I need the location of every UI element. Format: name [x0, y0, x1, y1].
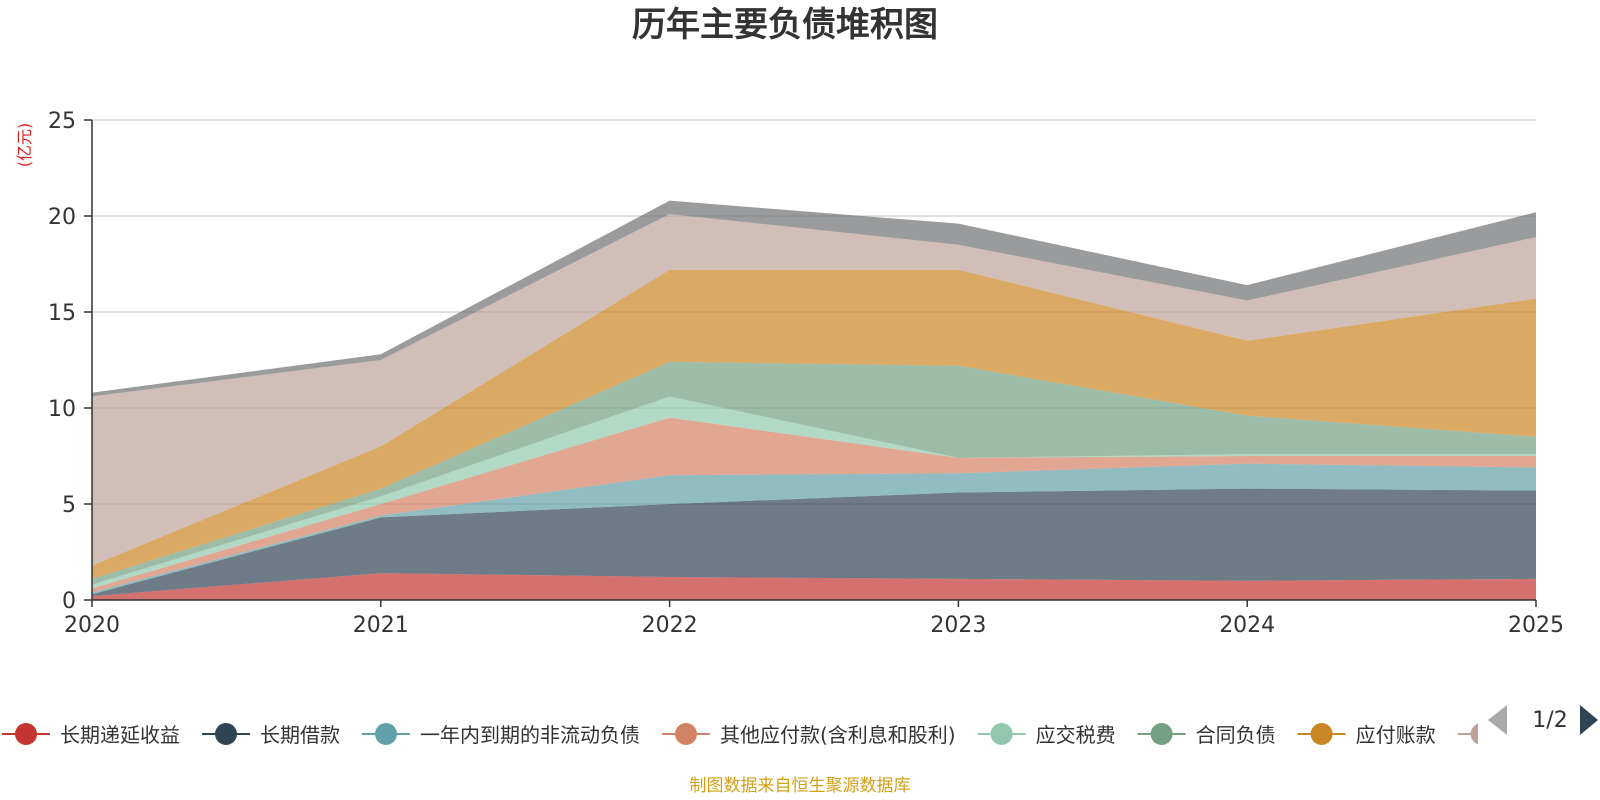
legend[interactable]: 长期递延收益 长期借款 一年内到期的非流动负债 其他应付款(含利息和股利) 应交税费 合同… — [2, 723, 1506, 747]
y-tick-label: 0 — [62, 589, 76, 614]
legend-label: 应付账款 — [1356, 723, 1436, 747]
legend-marker-icon — [1310, 723, 1333, 745]
x-tick-label: 2023 — [930, 613, 986, 638]
y-tick-label: 15 — [48, 301, 76, 326]
x-tick-label: 2024 — [1219, 613, 1275, 638]
legend-label: 其他应付款(含利息和股利) — [720, 723, 956, 747]
area-4[interactable] — [92, 417, 1536, 593]
legend-item-partial[interactable] — [1457, 723, 1506, 745]
legend-item[interactable]: 长期借款 — [202, 723, 340, 747]
legend-prev-icon[interactable] — [1488, 705, 1507, 735]
legend-label: 合同负债 — [1196, 723, 1276, 747]
area-9[interactable] — [92, 200, 1536, 397]
legend-label: 一年内到期的非流动负债 — [420, 723, 640, 747]
x-tick-label: 2022 — [642, 613, 698, 638]
area-2[interactable] — [92, 488, 1536, 597]
legend-page-indicator: 1/2 — [1532, 708, 1567, 733]
legend-marker-icon — [215, 723, 237, 745]
legend-marker-icon — [990, 723, 1013, 745]
area-5[interactable] — [92, 396, 1536, 589]
legend-marker-icon — [375, 723, 397, 745]
legend-item[interactable]: 应付账款 — [1297, 723, 1436, 747]
chart-title: 历年主要负债堆积图 — [632, 5, 938, 45]
area-series — [92, 200, 1536, 600]
area-8[interactable] — [92, 214, 1536, 566]
y-tick-labels: 0 5 10 15 20 25 — [48, 109, 76, 614]
legend-marker-icon — [1470, 723, 1478, 745]
legend-label: 应交税费 — [1036, 723, 1116, 747]
legend-item[interactable]: 一年内到期的非流动负债 — [362, 723, 640, 747]
y-tick-label: 5 — [62, 493, 76, 518]
y-axis-label: (亿元) — [15, 123, 34, 168]
legend-next-icon[interactable] — [1580, 705, 1598, 735]
y-tick-label: 20 — [48, 205, 76, 230]
x-tick-labels: 2020 2021 2022 2023 2024 2025 — [64, 600, 1564, 638]
legend-marker-icon — [15, 723, 37, 745]
x-tick-label: 2025 — [1508, 613, 1564, 638]
legend-pager: 1/2 — [1488, 705, 1598, 735]
x-tick-label: 2021 — [353, 613, 409, 638]
legend-label: 长期借款 — [260, 723, 340, 747]
area-3[interactable] — [92, 463, 1536, 595]
y-tick-label: 10 — [48, 397, 76, 422]
legend-item[interactable]: 合同负债 — [1137, 723, 1276, 747]
legend-item[interactable]: 其他应付款(含利息和股利) — [662, 723, 956, 747]
legend-item[interactable]: 长期递延收益 — [2, 723, 180, 747]
legend-marker-icon — [1150, 723, 1173, 745]
x-tick-label: 2020 — [64, 613, 120, 638]
source-note: 制图数据来自恒生聚源数据库 — [690, 776, 911, 796]
area-1[interactable] — [92, 573, 1536, 600]
legend-label: 长期递延收益 — [60, 723, 180, 747]
y-tick-label: 25 — [48, 109, 76, 134]
legend-marker-icon — [675, 723, 697, 745]
area-6[interactable] — [92, 361, 1536, 585]
legend-item[interactable]: 应交税费 — [977, 723, 1116, 747]
area-7[interactable] — [92, 269, 1536, 579]
axes — [91, 120, 1536, 601]
